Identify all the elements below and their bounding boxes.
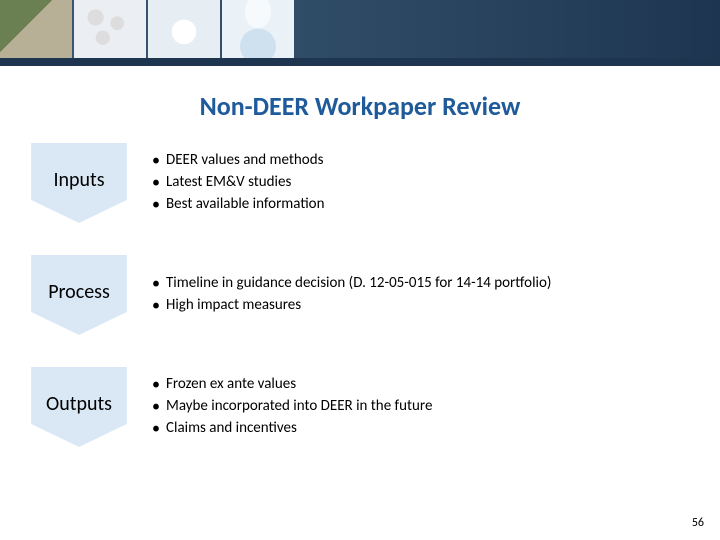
flow-row-process: Process •Timeline in guidance decision (…	[22, 252, 698, 338]
bullet: •Claims and incentives	[152, 419, 676, 439]
bullet-text: Timeline in guidance decision (D. 12-05-…	[166, 274, 551, 293]
banner-photo-water	[222, 0, 294, 58]
bullet: •Frozen ex ante values	[152, 375, 676, 395]
bullet: •Best available information	[152, 195, 676, 215]
page-number: 56	[692, 516, 704, 530]
flow-label-inputs: Inputs	[30, 168, 128, 192]
flow-label-outputs: Outputs	[30, 392, 128, 416]
bullet-text: Maybe incorporated into DEER in the futu…	[166, 397, 432, 416]
bullet: •High impact measures	[152, 296, 676, 316]
page-title: Non-DEER Workpaper Review	[0, 90, 720, 122]
content-box-process: •Timeline in guidance decision (D. 12-05…	[108, 256, 690, 334]
bullet-text: Best available information	[166, 195, 324, 214]
flow-row-outputs: Outputs •Frozen ex ante values •Maybe in…	[22, 364, 698, 450]
content-box-inputs: •DEER values and methods •Latest EM&V st…	[108, 144, 690, 222]
banner-photo-house	[0, 0, 72, 58]
banner-photo-bulb	[148, 0, 220, 58]
banner-thumbnails	[0, 0, 720, 58]
bullet: •Latest EM&V studies	[152, 173, 676, 193]
flow-label-process: Process	[30, 280, 128, 304]
bullet-text: Latest EM&V studies	[166, 173, 291, 192]
bullet: •DEER values and methods	[152, 151, 676, 171]
bullet-text: DEER values and methods	[166, 151, 323, 170]
banner-photo-keypad	[74, 0, 146, 58]
bullet: •Maybe incorporated into DEER in the fut…	[152, 397, 676, 417]
bullet: •Timeline in guidance decision (D. 12-05…	[152, 274, 676, 294]
bullet-text: Frozen ex ante values	[166, 375, 296, 394]
flow-row-inputs: Inputs •DEER values and methods •Latest …	[22, 140, 698, 226]
content-box-outputs: •Frozen ex ante values •Maybe incorporat…	[108, 368, 690, 446]
process-flow: Inputs •DEER values and methods •Latest …	[0, 140, 720, 450]
banner-gradient-strip	[0, 58, 720, 66]
header-banner	[0, 0, 720, 66]
bullet-text: Claims and incentives	[166, 419, 297, 438]
bullet-text: High impact measures	[166, 296, 301, 315]
